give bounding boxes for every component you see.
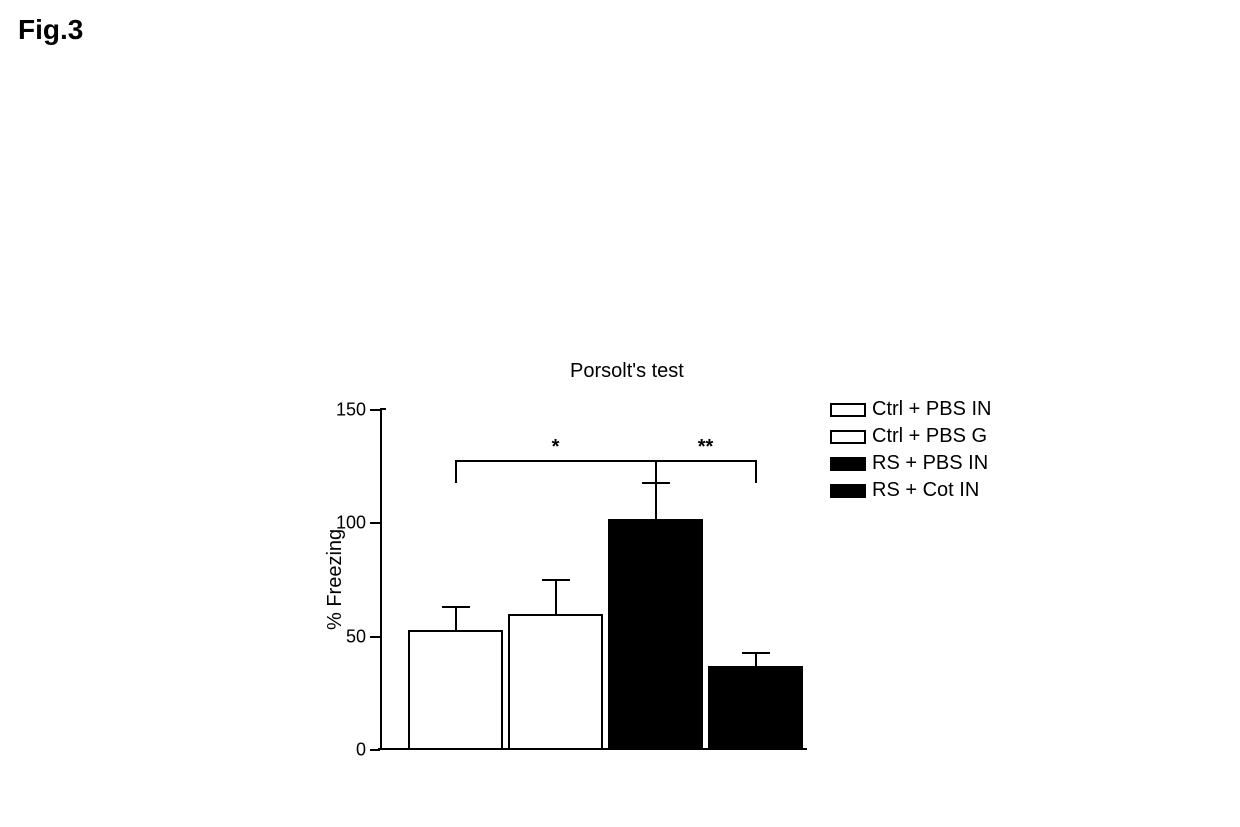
legend-swatch xyxy=(830,484,866,498)
legend-label: RS + PBS IN xyxy=(872,452,988,475)
figure-page: Fig.3 Porsolt's test 050100150*** % Free… xyxy=(0,0,1240,827)
y-tick-label: 0 xyxy=(356,740,366,761)
legend-label: RS + Cot IN xyxy=(872,479,979,502)
y-tick xyxy=(370,409,380,411)
legend: Ctrl + PBS IN Ctrl + PBS G RS + PBS IN RS +… xyxy=(830,398,991,506)
legend-item: Ctrl + PBS IN xyxy=(830,398,991,421)
legend-item: Ctrl + PBS G xyxy=(830,425,991,448)
legend-swatch xyxy=(830,430,866,444)
significance-label: ** xyxy=(698,436,714,459)
figure-label: Fig.3 xyxy=(18,14,83,46)
legend-swatch xyxy=(830,403,866,417)
legend-item: RS + PBS IN xyxy=(830,452,991,475)
y-tick-label: 50 xyxy=(346,626,366,647)
y-axis-label: % Freezing xyxy=(324,529,347,630)
legend-label: Ctrl + PBS G xyxy=(872,425,987,448)
y-tick xyxy=(370,522,380,524)
chart-title: Porsolt's test xyxy=(570,360,684,383)
plot-area: 050100150*** xyxy=(380,410,807,750)
y-tick-label: 150 xyxy=(336,400,366,421)
legend-item: RS + Cot IN xyxy=(830,479,991,502)
legend-label: Ctrl + PBS IN xyxy=(872,398,991,421)
significance-bracket xyxy=(380,410,807,750)
y-tick xyxy=(370,636,380,638)
legend-swatch xyxy=(830,457,866,471)
y-tick xyxy=(370,749,380,751)
